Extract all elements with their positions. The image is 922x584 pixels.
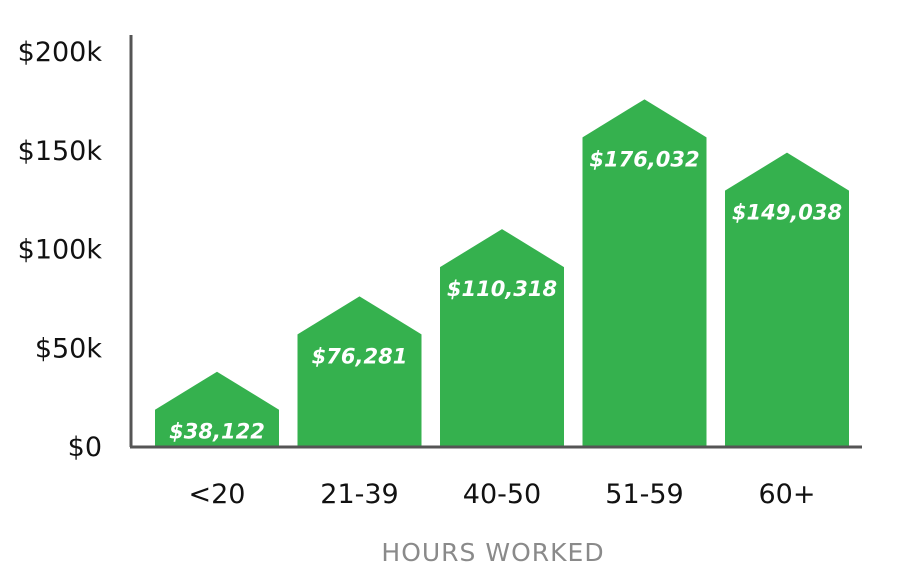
data-label: $110,318 bbox=[447, 277, 557, 301]
data-label: $38,122 bbox=[169, 420, 265, 444]
bar bbox=[725, 152, 849, 447]
x-tick-label: 40-50 bbox=[463, 479, 541, 510]
bar bbox=[155, 371, 279, 447]
bars bbox=[155, 99, 849, 448]
bar bbox=[582, 99, 707, 448]
data-label: $149,038 bbox=[732, 201, 842, 225]
y-tick-label: $200k bbox=[18, 37, 103, 68]
x-tick-label: 21-39 bbox=[320, 479, 398, 510]
x-tick-label: 51-59 bbox=[605, 479, 683, 510]
x-axis-ticks: <20 21-39 40-50 51-59 60+ bbox=[189, 479, 816, 510]
data-labels: $38,122 $76,281 $110,318 $176,032 $149,038 bbox=[169, 147, 842, 443]
y-tick-label: $0 bbox=[68, 432, 102, 463]
y-tick-label: $100k bbox=[18, 235, 103, 266]
x-tick-label: 60+ bbox=[759, 479, 816, 510]
y-axis-ticks: $0 $50k $100k $150k $200k bbox=[18, 37, 103, 463]
x-tick-label: <20 bbox=[189, 479, 246, 510]
data-label: $176,032 bbox=[589, 147, 699, 171]
y-tick-label: $150k bbox=[18, 136, 103, 167]
bar bbox=[440, 229, 564, 447]
x-axis-title: HOURS WORKED bbox=[381, 538, 604, 567]
data-label: $76,281 bbox=[312, 344, 408, 368]
y-tick-label: $50k bbox=[35, 333, 103, 364]
bar bbox=[297, 296, 422, 447]
